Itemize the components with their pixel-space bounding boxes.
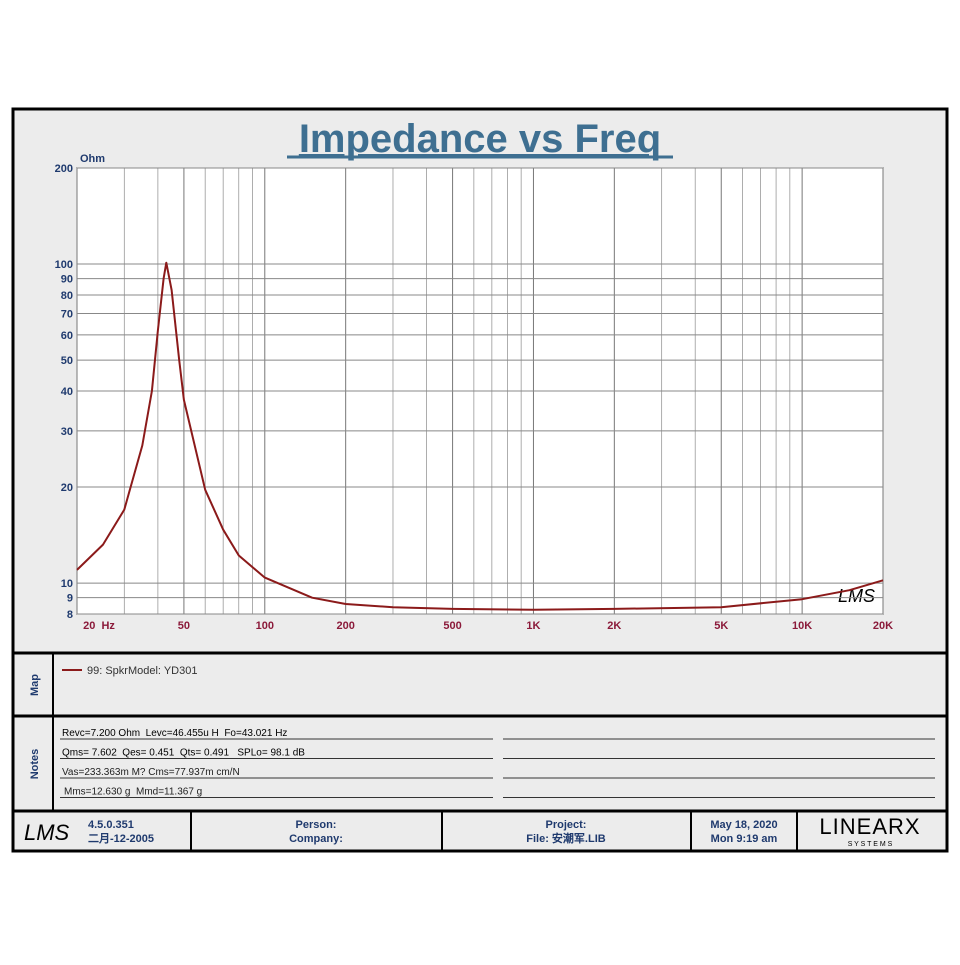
x-tick-label: 20 Hz (83, 620, 115, 632)
y-unit: Ohm (80, 153, 105, 165)
x-tick-label: 50 (178, 620, 190, 632)
note: Revc=7.200 Ohm Levc=46.455u H Fo=43.021 … (62, 728, 287, 739)
brand: LINEARX (819, 814, 920, 839)
y-tick-label: 70 (61, 308, 73, 320)
note: Vas=233.363m M? Cms=77.937m cm/N (62, 767, 240, 778)
panel-label: Notes (29, 749, 41, 780)
date: May 18, 2020 (710, 819, 777, 831)
legend-label: 99: SpkrModel: YD301 (87, 665, 197, 677)
brand-sub: S Y S T E M S (848, 841, 893, 848)
note: Qms= 7.602 Qes= 0.451 Qts= 0.491 SPLo= 9… (62, 748, 305, 759)
x-tick-label: 1K (526, 620, 540, 632)
y-tick-label: 20 (61, 482, 73, 494)
y-tick-label: 50 (61, 355, 73, 367)
company: Company: (289, 833, 343, 845)
time: Mon 9:19 am (711, 833, 778, 845)
note: Mms=12.630 g Mmd=11.367 g (64, 787, 202, 798)
y-tick-label: 30 (61, 426, 73, 438)
y-tick-label: 10 (61, 578, 73, 590)
project: Project: (546, 819, 587, 831)
logo: LMS (24, 820, 70, 845)
x-tick-label: 10K (792, 620, 812, 632)
y-tick-label: 90 (61, 274, 73, 286)
x-tick-label: 200 (336, 620, 354, 632)
line (76, 261, 884, 611)
y-tick-label: 8 (67, 609, 73, 621)
x-tick-label: 2K (607, 620, 621, 632)
y-tick-label: 100 (55, 259, 73, 271)
y-tick-label: 40 (61, 386, 73, 398)
file: File: 安潮军.LIB (526, 831, 605, 845)
x-tick-label: 100 (256, 620, 274, 632)
x-tick-label: 500 (443, 620, 461, 632)
y-tick-label: 60 (61, 330, 73, 342)
x-tick-label: 5K (714, 620, 728, 632)
plot: 20 Hz 50 100 200 500 1K 2K 5K 10K 20K 8 9 10 20 30 40 50… (55, 163, 894, 632)
notes: Revc=7.200 Ohm Levc=46.455u H Fo=43.021 … (60, 728, 935, 798)
x-tick-label: 20K (873, 620, 893, 632)
chart-title: Impedance vs Freq (299, 117, 661, 161)
y-tick-label: 200 (55, 163, 73, 175)
y-tick-label: 9 (67, 593, 73, 605)
frame (11, 107, 949, 853)
build-date: 二月-12-2005 (88, 832, 154, 845)
person: Person: (296, 819, 337, 831)
footer: LMS 4.5.0.351 二月-12-2005 Person: Company… (24, 811, 920, 851)
panel-label: Map (29, 674, 41, 696)
version: 4.5.0.351 (88, 819, 134, 831)
y-tick-label: 80 (61, 290, 73, 302)
